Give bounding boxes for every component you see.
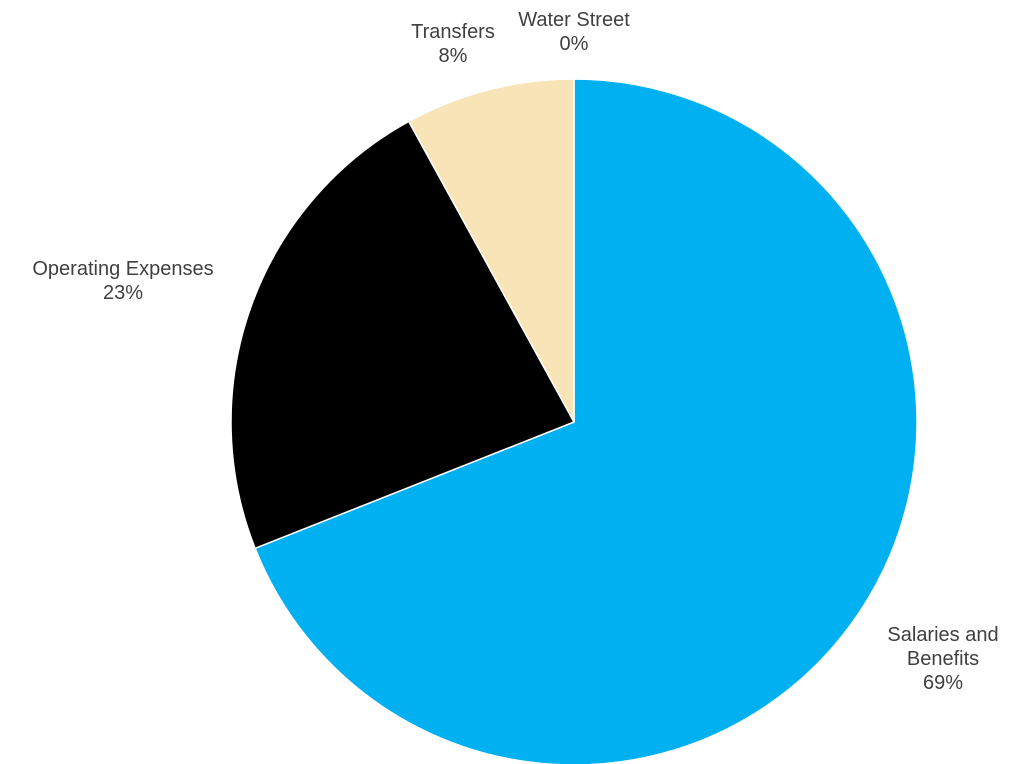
- slice-percent-label: 23%: [103, 282, 143, 304]
- slice-label-operating-expenses: Operating Expenses 23%: [32, 258, 213, 304]
- slice-category-label: Benefits: [907, 648, 979, 670]
- slice-category-label: Salaries and: [887, 624, 998, 646]
- pie-slice-operating-expenses: [230, 120, 575, 550]
- slice-percent-label: 0%: [560, 33, 589, 55]
- slice-category-label: Water Street: [518, 9, 630, 31]
- slice-category-label: Operating Expenses: [32, 258, 213, 280]
- pie-slice-salaries-and-benefits: [254, 78, 918, 764]
- slice-category-label: Transfers: [411, 21, 495, 43]
- slice-percent-label: 69%: [923, 672, 963, 694]
- slice-label-water-street: Water Street 0%: [518, 9, 630, 55]
- slice-labels: Salaries and Benefits 69% Operating Expense…: [32, 9, 998, 694]
- slice-percent-label: 8%: [439, 45, 468, 67]
- slice-label-transfers: Transfers 8%: [411, 21, 495, 67]
- pie-slice-transfers: [408, 78, 575, 423]
- slice-label-salaries-and-benefits: Salaries and Benefits 69%: [887, 624, 998, 694]
- pie-slices: [230, 78, 918, 764]
